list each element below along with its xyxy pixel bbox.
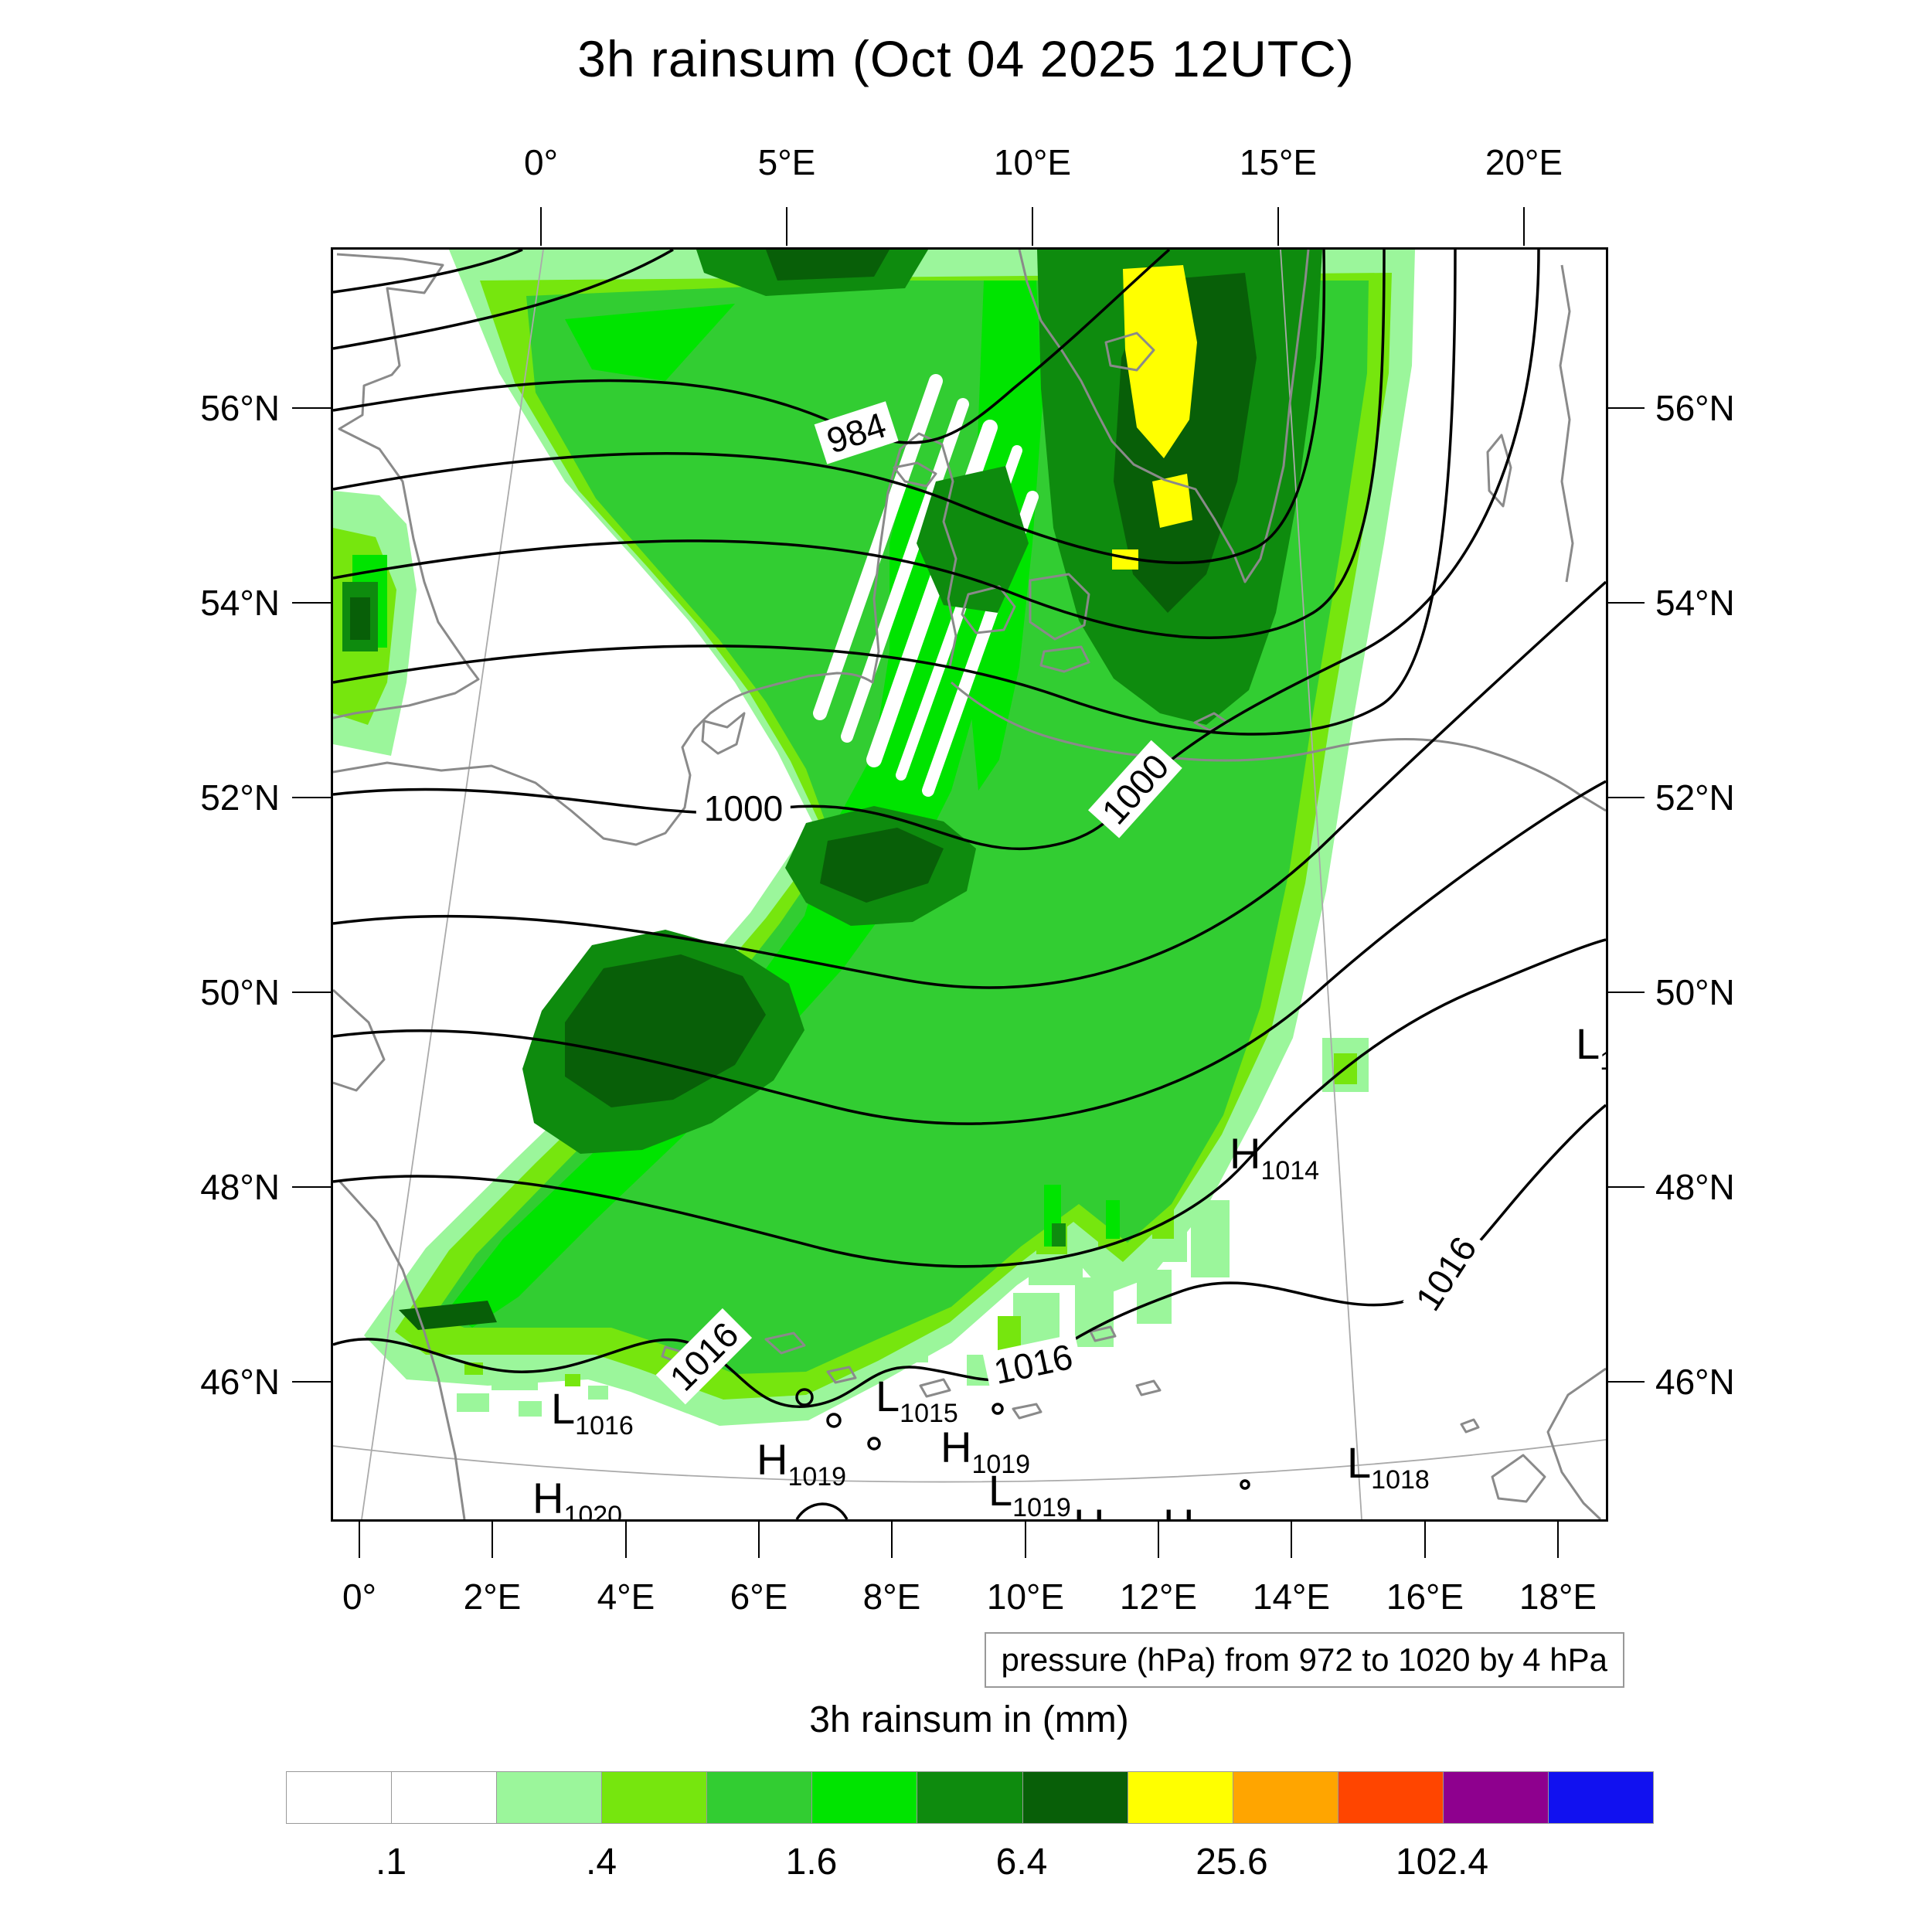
bottom-axis-label: 6°E xyxy=(730,1577,788,1617)
top-axis-label: 5°E xyxy=(757,142,816,182)
right-axis-label: 50°N xyxy=(1655,972,1735,1012)
left-axis-label: 56°N xyxy=(200,388,280,428)
axis-tick xyxy=(359,1519,360,1558)
right-axis-label: 52°N xyxy=(1655,777,1735,818)
axis-tick xyxy=(292,797,331,798)
axis-tick xyxy=(540,207,542,246)
axis-tick xyxy=(292,407,331,409)
pressure-center: L1015 xyxy=(876,1372,958,1428)
bottom-axis-label: 8°E xyxy=(862,1577,921,1617)
colorbar-cell xyxy=(1128,1772,1233,1823)
top-axis-label: 15°E xyxy=(1239,142,1318,182)
axis-tick xyxy=(292,992,331,993)
rain-field xyxy=(333,250,1415,1426)
pressure-center: H1019 xyxy=(940,1423,1031,1479)
top-axis-label: 20°E xyxy=(1485,142,1563,182)
axis-tick xyxy=(758,1519,760,1558)
pressure-center: H1014 xyxy=(1230,1129,1320,1185)
bottom-axis-label: 18°E xyxy=(1519,1577,1597,1617)
bottom-axis-label: 14°E xyxy=(1252,1577,1331,1617)
left-axis-label: 46°N xyxy=(200,1362,280,1402)
colorbar-cell xyxy=(1548,1772,1654,1823)
map-graphics xyxy=(333,250,1606,1519)
axis-tick xyxy=(1606,602,1645,604)
colorbar-cell xyxy=(287,1772,393,1823)
right-axis-label: 46°N xyxy=(1655,1362,1735,1402)
left-axis-label: 52°N xyxy=(200,777,280,818)
page-title: 3h rainsum (Oct 04 2025 12UTC) xyxy=(577,30,1355,87)
bottom-axis-label: 2°E xyxy=(463,1577,522,1617)
axis-tick xyxy=(292,602,331,604)
left-axis-label: 48°N xyxy=(200,1167,280,1207)
pressure-legend-box: pressure (hPa) from 972 to 1020 by 4 hPa xyxy=(984,1632,1624,1688)
bottom-axis-label: 4°E xyxy=(597,1577,655,1617)
axis-tick xyxy=(1158,1519,1159,1558)
left-axis-label: 50°N xyxy=(200,972,280,1012)
right-axis-label: 54°N xyxy=(1655,583,1735,623)
colorbar-cell xyxy=(1443,1772,1549,1823)
colorbar-cell xyxy=(1022,1772,1128,1823)
pressure-center: L1018 xyxy=(1347,1438,1430,1495)
axis-tick xyxy=(891,1519,893,1558)
axis-tick xyxy=(1606,797,1645,798)
axis-tick xyxy=(1025,1519,1026,1558)
bottom-axis-label: 12°E xyxy=(1119,1577,1198,1617)
axis-tick xyxy=(1606,407,1645,409)
colorbar-tick-label: 1.6 xyxy=(785,1842,838,1883)
axis-tick xyxy=(1277,207,1279,246)
axis-tick xyxy=(786,207,787,246)
axis-tick xyxy=(492,1519,493,1558)
colorbar-tick-label: 102.4 xyxy=(1395,1842,1489,1883)
pressure-center: H1020 xyxy=(532,1474,623,1522)
coastlines xyxy=(333,250,1606,1519)
colorbar-cell xyxy=(497,1772,603,1823)
pressure-center: H1020 xyxy=(1073,1503,1163,1520)
axis-tick xyxy=(1606,1381,1645,1383)
colorbar-cell xyxy=(1233,1772,1338,1823)
axis-tick xyxy=(1606,992,1645,993)
colorbar-tick-label: .1 xyxy=(375,1842,407,1883)
axis-tick xyxy=(1523,207,1525,246)
bottom-axis-label: 16°E xyxy=(1386,1577,1464,1617)
colorbar-cell xyxy=(707,1772,813,1823)
colorbar xyxy=(286,1771,1654,1824)
colorbar-title: 3h rainsum in (mm) xyxy=(809,1699,1129,1740)
top-axis-label: 10°E xyxy=(993,142,1072,182)
colorbar-cell xyxy=(1338,1772,1444,1823)
colorbar-cell xyxy=(602,1772,708,1823)
colorbar-cell xyxy=(812,1772,918,1823)
axis-tick xyxy=(292,1186,331,1188)
colorbar-cell xyxy=(392,1772,498,1823)
left-axis-label: 54°N xyxy=(200,583,280,623)
axis-tick xyxy=(1557,1519,1559,1558)
colorbar-cell xyxy=(917,1772,1023,1823)
contour-label: 1000 xyxy=(696,787,791,829)
right-axis-label: 48°N xyxy=(1655,1167,1735,1207)
axis-tick xyxy=(625,1519,627,1558)
pressure-center: L1019 xyxy=(988,1466,1071,1522)
axis-tick xyxy=(1606,1186,1645,1188)
axis-tick xyxy=(1291,1519,1292,1558)
axis-tick xyxy=(292,1381,331,1383)
map-plot-area: 984 1000 1000 1016 1016 1016 H1014 L1 L1… xyxy=(331,247,1608,1522)
bottom-axis-label: 0° xyxy=(342,1577,376,1617)
colorbar-tick-label: 25.6 xyxy=(1196,1842,1268,1883)
pressure-center: L1016 xyxy=(551,1384,634,1440)
colorbar-tick-label: 6.4 xyxy=(995,1842,1048,1883)
axis-tick xyxy=(1032,207,1033,246)
right-axis-label: 56°N xyxy=(1655,388,1735,428)
pressure-center: H1019 xyxy=(757,1435,847,1492)
bottom-axis-label: 10°E xyxy=(986,1577,1065,1617)
pressure-center: L1 xyxy=(1576,1019,1606,1075)
axis-tick xyxy=(1424,1519,1426,1558)
pressure-center: H1020 xyxy=(1163,1503,1253,1520)
colorbar-tick-label: .4 xyxy=(585,1842,617,1883)
top-axis-label: 0° xyxy=(524,142,558,182)
